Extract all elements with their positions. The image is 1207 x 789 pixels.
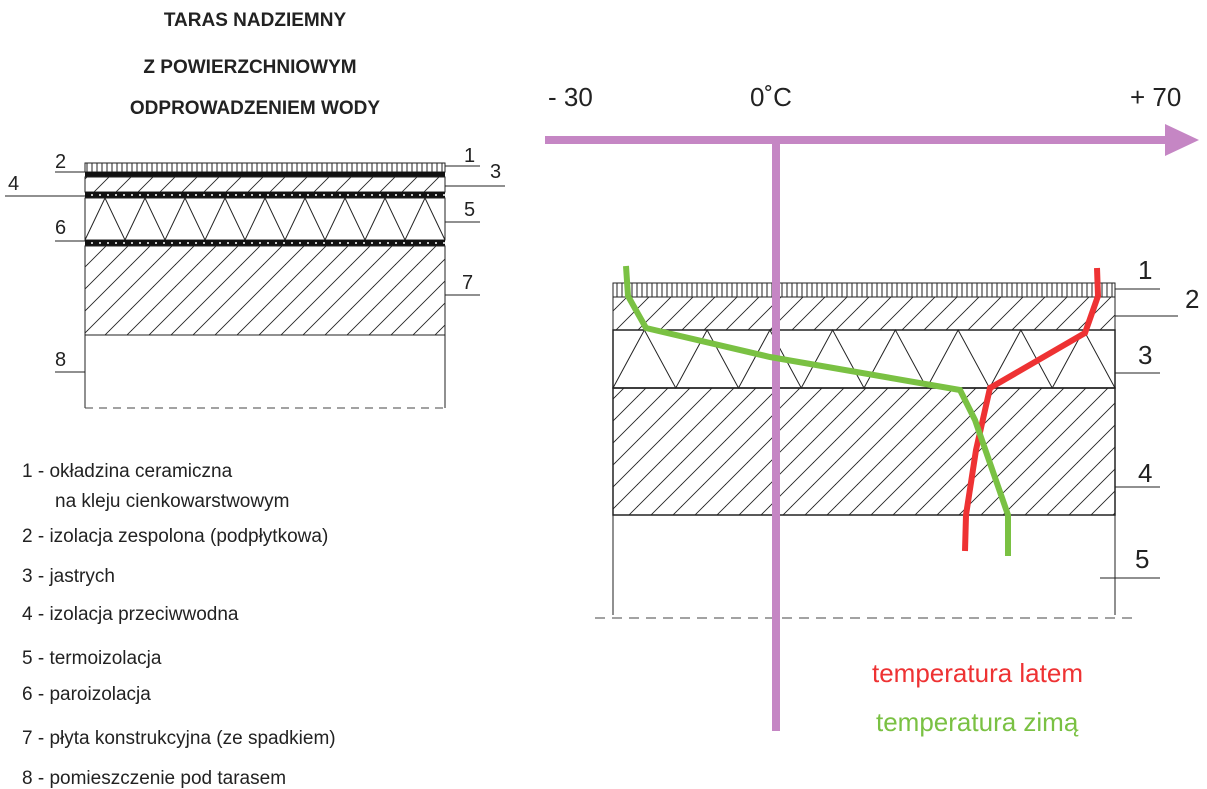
layer-label: 3 xyxy=(490,161,501,183)
layer-label: 2 xyxy=(55,151,66,173)
layer-label: 6 xyxy=(55,217,66,239)
legend-item: na kleju cienkowarstwowym xyxy=(55,491,289,512)
screed xyxy=(612,296,1116,331)
legend-item: 1 - okładzina ceramiczna xyxy=(22,461,233,482)
legend-item: 4 - izolacja przeciwwodna xyxy=(22,604,239,625)
walls xyxy=(84,335,446,408)
tile-layer xyxy=(84,162,446,173)
axis-label: - 30 xyxy=(548,82,593,112)
title-line: TARAS NADZIEMNY xyxy=(164,10,347,31)
insulation-zigzag xyxy=(84,196,446,242)
leader-lines xyxy=(1100,288,1178,579)
title-line: Z POWIERZCHNIOWYM xyxy=(143,57,356,78)
axis-label: + 70 xyxy=(1130,82,1181,112)
legend-item: 5 - termoizolacja xyxy=(22,648,162,669)
layer-label: 3 xyxy=(1138,340,1152,370)
layer-label: 1 xyxy=(1138,255,1152,285)
layer-label: 1 xyxy=(464,145,475,167)
layer-label: 8 xyxy=(55,349,66,371)
legend-item: 6 - paroizolacja xyxy=(22,684,151,705)
axis-arrow xyxy=(1165,124,1199,156)
right-section: - 30 0˚C + 70 1 2 3 4 5 temperatura late… xyxy=(545,82,1199,737)
axis-label: 0˚C xyxy=(750,82,792,112)
leader-lines xyxy=(5,165,505,373)
tile-layer xyxy=(612,282,1116,298)
legend-item: 3 - jastrych xyxy=(22,566,115,587)
membrane xyxy=(85,172,445,177)
curve-legend: temperatura zimą xyxy=(876,707,1079,737)
legend-item: 2 - izolacja zespolona (podpłytkowa) xyxy=(22,526,328,547)
screed xyxy=(84,176,446,193)
insulation xyxy=(84,197,446,241)
vapor-barrier xyxy=(85,240,445,246)
waterproofing xyxy=(85,192,445,198)
legend-item: 8 - pomieszczenie pod tarasem xyxy=(22,768,286,789)
layer-label: 4 xyxy=(8,173,19,195)
slab xyxy=(612,387,1116,516)
title: TARAS NADZIEMNY Z POWIERZCHNIOWYM ODPROW… xyxy=(130,10,380,119)
summer-curve xyxy=(962,267,1102,552)
layer-label: 7 xyxy=(462,272,473,294)
layer-label: 5 xyxy=(464,199,475,221)
legend: 1 - okładzina ceramiczna na kleju cienko… xyxy=(22,461,336,789)
title-line: ODPROWADZENIEM WODY xyxy=(130,98,380,119)
layer-label: 5 xyxy=(1135,544,1149,574)
slab xyxy=(84,245,446,336)
curve-legend: temperatura latem xyxy=(872,658,1083,688)
walls xyxy=(612,515,1116,615)
winter-curve xyxy=(623,265,1011,556)
left-section: 1 2 3 4 5 6 7 8 xyxy=(5,145,505,409)
layer-label: 4 xyxy=(1138,458,1152,488)
layer-label: 2 xyxy=(1185,284,1199,314)
legend-item: 7 - płyta konstrukcyjna (ze spadkiem) xyxy=(22,728,336,749)
